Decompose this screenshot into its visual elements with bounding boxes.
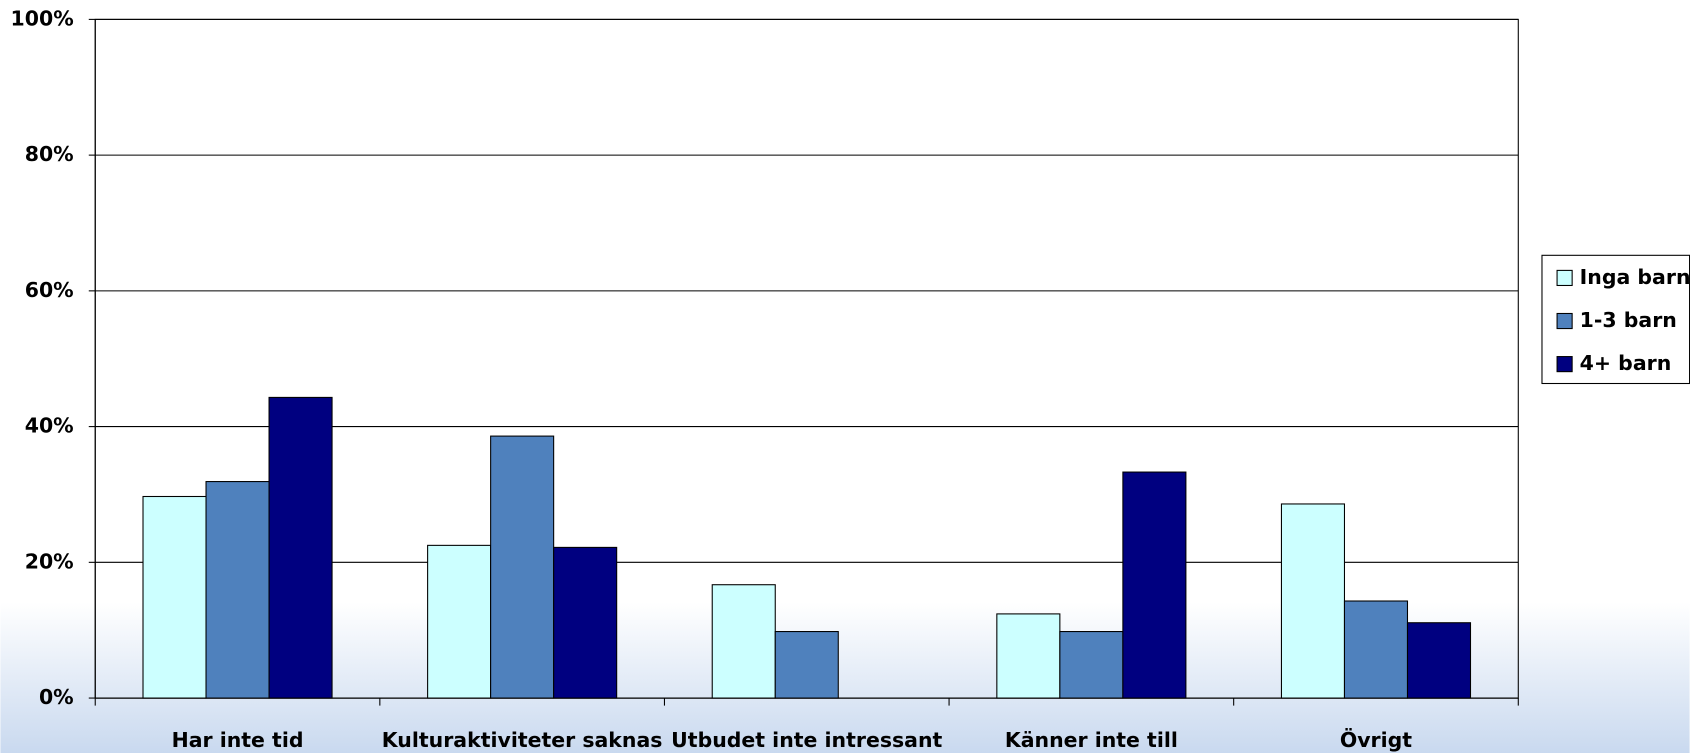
legend-label: Inga barn	[1580, 265, 1690, 289]
x-tick-label: Kulturaktiviteter saknas	[382, 728, 663, 752]
bar	[553, 546, 618, 699]
legend-label: 4+ barn	[1580, 351, 1672, 375]
y-tick-label: 40%	[25, 414, 74, 438]
legend-label: 1-3 barn	[1580, 308, 1677, 332]
bar	[268, 396, 333, 699]
bar	[1122, 471, 1187, 699]
bar	[1280, 503, 1346, 699]
legend-swatch	[1556, 312, 1573, 330]
bar	[205, 481, 270, 699]
bar	[996, 613, 1061, 699]
bar	[1406, 622, 1472, 699]
y-tick-label: 100%	[10, 6, 73, 30]
y-tick-label: 80%	[25, 142, 74, 166]
bar	[774, 631, 839, 699]
bar	[1059, 631, 1124, 699]
bar	[490, 435, 555, 699]
bar	[142, 495, 207, 699]
bar	[1343, 600, 1409, 699]
bar	[427, 544, 492, 699]
legend-swatch	[1556, 269, 1573, 287]
y-tick-label: 0%	[39, 685, 74, 709]
y-tick-label: 20%	[25, 549, 74, 573]
x-tick-label: Känner inte till	[1005, 728, 1178, 752]
x-tick-label: Utbudet inte intressant	[671, 728, 942, 752]
x-tick-label: Övrigt	[1340, 727, 1412, 752]
y-tick-label: 60%	[25, 278, 74, 302]
x-tick-label: Har inte tid	[172, 728, 304, 752]
bar	[711, 584, 776, 699]
legend-swatch	[1556, 356, 1573, 373]
